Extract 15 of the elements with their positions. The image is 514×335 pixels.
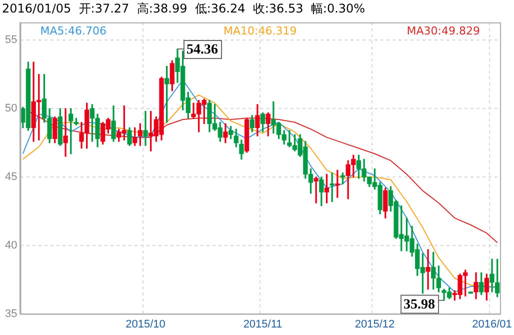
x-tick-label: 2015/12: [354, 318, 395, 330]
text: MA30:49.829: [406, 24, 480, 38]
y-tick-label: 55: [4, 34, 18, 46]
x-tick-label: 2015/10: [126, 318, 166, 330]
y-tick-label: 45: [4, 171, 18, 184]
chart-title: 2016/01/05 开:37.27 高:38.99 低:36.24 收:36.53 幅:0.30%: [2, 1, 366, 16]
annotation: 54.36: [186, 42, 218, 58]
text: MA5:46.706: [40, 24, 106, 38]
y-tick-label: 50: [4, 102, 18, 115]
y-tick-label: 35: [4, 308, 18, 320]
x-tick-label: 2016/01: [472, 318, 512, 330]
x-tick-label: 2015/11: [243, 318, 282, 330]
annotation: 35.98: [404, 297, 436, 312]
y-tick-label: 40: [4, 239, 18, 252]
text: MA10:46.319: [224, 24, 297, 38]
